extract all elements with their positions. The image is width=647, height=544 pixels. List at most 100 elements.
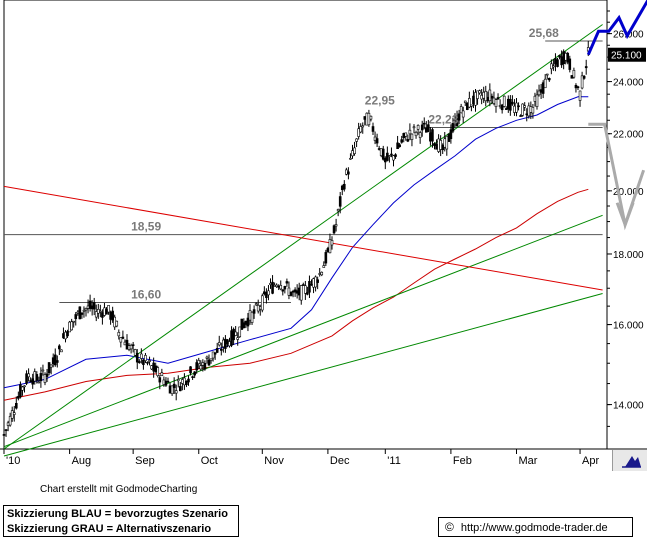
price-bar-body [547, 78, 551, 81]
price-bar-body [550, 63, 553, 70]
price-bar-body [340, 185, 344, 190]
website-link[interactable]: © http://www.godmode-trader.de [438, 517, 633, 537]
price-bar-body [330, 240, 334, 246]
website-url[interactable]: http://www.godmode-trader.de [460, 522, 608, 534]
price-bar-body [560, 56, 563, 66]
price-bar-body [465, 102, 469, 110]
scenario-legend: Skizzierung BLAU = bevorzugtes Szenario … [3, 505, 239, 537]
price-bar-body [135, 352, 139, 363]
y-tick-label: 24.000 [613, 78, 644, 89]
price-bar-body [226, 339, 229, 345]
price-bar-body [281, 289, 285, 292]
price-bar-body [402, 133, 406, 139]
price-bar-body [109, 312, 112, 320]
price-bar-body [158, 377, 162, 383]
chart-scroll-icon [622, 456, 641, 468]
price-bar-body [64, 331, 67, 340]
price-bar-body [373, 136, 377, 141]
price-bar-body [82, 309, 86, 312]
y-tick-label: 22.000 [613, 130, 644, 141]
price-bar-body [509, 98, 512, 111]
price-bar-body [76, 311, 80, 314]
price-bar-body [267, 290, 270, 296]
price-bar-body [224, 338, 227, 349]
price-bar-body [416, 125, 420, 130]
price-bar-body [123, 341, 127, 346]
price-bar-body [422, 122, 426, 125]
price-bar-body [19, 384, 22, 398]
trendline-line [3, 293, 603, 457]
price-bar-body [580, 75, 584, 89]
scenario-line [586, 0, 647, 56]
price-bar-body [433, 143, 436, 146]
y-tick-label: 18.000 [613, 250, 644, 261]
price-bar-body [174, 390, 178, 394]
moving-average-line [3, 188, 589, 401]
price-bar-body [328, 239, 332, 254]
price-bar-body [232, 328, 235, 341]
price-bar-body [345, 169, 348, 175]
x-tick-label: Nov [264, 455, 284, 467]
price-bar-body [525, 113, 529, 116]
price-bar-body [463, 100, 467, 103]
price-bar-body [99, 310, 102, 313]
price-bar-body [287, 287, 291, 296]
price-bar-body [332, 225, 336, 234]
price-bar-body [488, 89, 492, 101]
price-bar-body [160, 372, 164, 376]
price-bar-body [562, 51, 565, 65]
price-bar-body [45, 373, 49, 377]
last-price-label: 25.100 [611, 51, 642, 62]
price-bar-body [58, 345, 61, 350]
price-bar-body [492, 97, 496, 104]
price-bar-body [119, 337, 123, 343]
price-bar-body [351, 150, 354, 157]
copyright-icon: © [445, 520, 454, 534]
price-bar-body [211, 351, 215, 359]
price-bar-body [484, 91, 488, 102]
price-bar-body [355, 138, 358, 142]
price-bar-body [289, 291, 293, 296]
price-bar-body [74, 314, 78, 320]
price-bar-body [349, 157, 352, 160]
price-bar-body [117, 332, 121, 337]
price-bar-body [326, 248, 330, 252]
price-bar-body [404, 132, 408, 137]
price-bar-body [181, 379, 184, 384]
price-bar-body [127, 345, 131, 350]
price-bar-body [511, 101, 514, 105]
price-bar-body [527, 105, 531, 117]
price-bar-body [2, 434, 6, 436]
price-bar-body [513, 105, 516, 113]
price-bar-body [377, 148, 381, 150]
price-bar-body [410, 133, 414, 140]
price-bar-body [70, 321, 73, 331]
price-bar-body [506, 98, 510, 110]
price-bar-body [369, 115, 373, 120]
chart-nav-button[interactable] [612, 450, 647, 471]
price-bar-body [347, 171, 350, 175]
trendline-line [3, 185, 603, 291]
price-bar-body [164, 380, 168, 386]
price-bar-body [176, 379, 180, 382]
price-bar-body [101, 312, 104, 318]
price-bar-body [498, 105, 502, 108]
price-bar-body [406, 139, 410, 142]
price-bar-body [154, 365, 157, 373]
price-bar-body [324, 252, 328, 264]
price-bar-body [140, 353, 143, 359]
price-bar-body [275, 284, 278, 288]
price-bar-body [367, 112, 371, 126]
price-bar-body [342, 183, 346, 190]
price-bar-body [252, 309, 256, 314]
price-bar-body [541, 82, 545, 94]
price-bar-body [97, 309, 100, 314]
price-bar-body [17, 396, 20, 399]
price-bar-body [283, 286, 287, 290]
price-bar-body [152, 362, 155, 372]
price-bar-body [552, 65, 555, 68]
price-bar-body [394, 154, 397, 157]
level-annotation: 18,59 [131, 220, 161, 234]
x-tick-label: Sep [135, 455, 155, 467]
price-bar-body [312, 278, 315, 288]
